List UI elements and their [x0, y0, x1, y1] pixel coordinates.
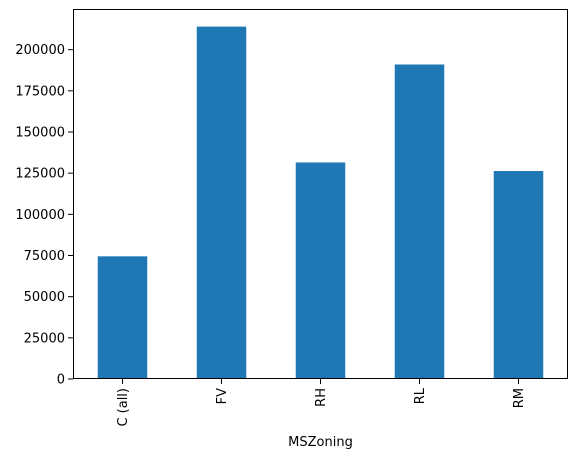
x-tick-label: RH [314, 388, 329, 407]
y-tick-label: 100000 [15, 208, 65, 223]
plot-frame [73, 9, 568, 379]
y-tick-label: 25000 [24, 331, 65, 346]
y-tick-label: 175000 [15, 84, 65, 99]
y-tick-label: 200000 [15, 43, 65, 58]
bar-fv [196, 26, 247, 379]
x-tick-label: RL [413, 387, 428, 404]
y-tick-label: 125000 [15, 167, 65, 182]
bar-rm [493, 171, 544, 379]
y-tick-label: 0 [57, 373, 65, 388]
bars [97, 26, 544, 380]
bar-c-all [97, 256, 148, 379]
x-tick-label: FV [215, 388, 230, 404]
bar-rl [394, 64, 445, 380]
x-axis-ticks: C (all) FV RH RL RM [116, 379, 527, 427]
x-axis-label: MSZoning [288, 435, 353, 450]
y-tick-label: 50000 [24, 290, 65, 305]
x-tick-label: RM [512, 388, 527, 408]
x-tick-label: C (all) [116, 388, 131, 427]
y-tick-label: 150000 [15, 126, 65, 141]
bar-rh [295, 162, 346, 379]
y-axis-ticks: 0 25000 50000 75000 100000 125000 150000 175000… [15, 43, 73, 388]
y-tick-label: 75000 [24, 249, 65, 264]
